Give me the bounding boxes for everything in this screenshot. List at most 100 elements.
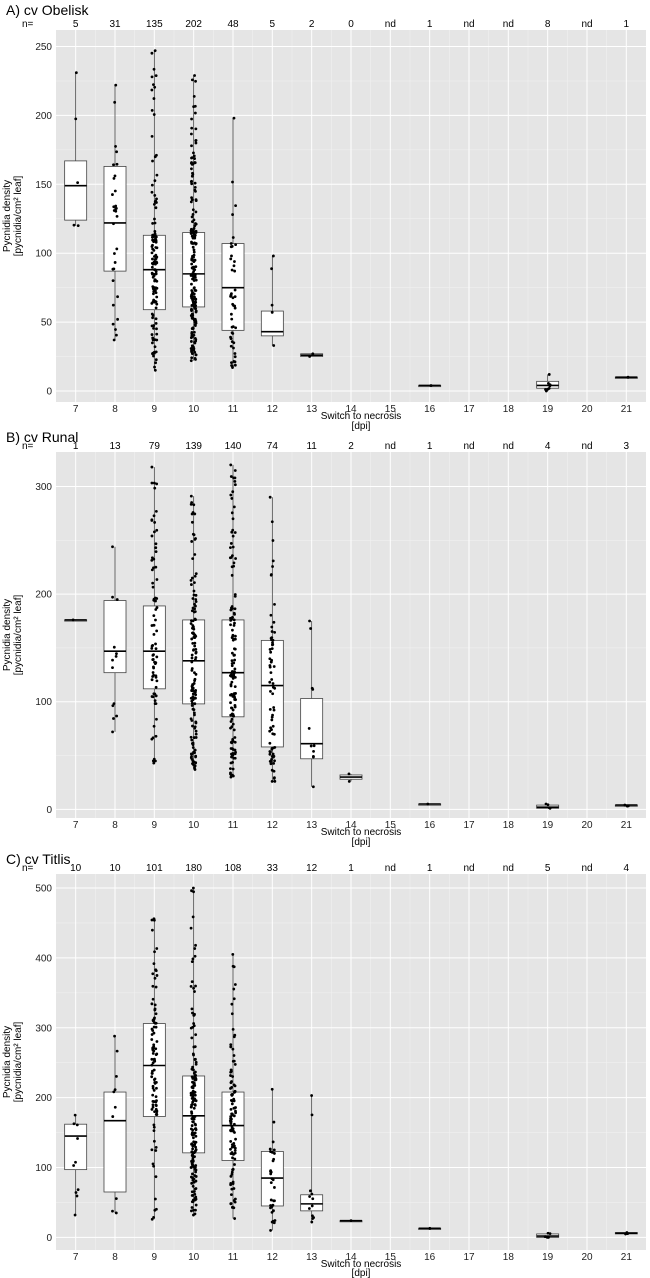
data-point bbox=[150, 75, 154, 79]
data-point bbox=[229, 493, 233, 497]
data-points bbox=[544, 802, 552, 810]
data-point bbox=[152, 289, 156, 293]
data-point bbox=[194, 222, 198, 226]
data-point bbox=[191, 220, 194, 224]
data-point bbox=[193, 104, 197, 108]
data-point bbox=[75, 1123, 79, 1127]
data-point bbox=[150, 1038, 154, 1041]
data-point bbox=[269, 613, 273, 617]
data-point bbox=[193, 947, 197, 950]
data-point bbox=[229, 293, 233, 297]
data-point bbox=[192, 589, 196, 593]
data-point bbox=[189, 132, 193, 136]
data-point bbox=[150, 534, 154, 538]
data-point bbox=[190, 704, 194, 707]
box-9 bbox=[142, 49, 166, 372]
data-point bbox=[270, 310, 274, 314]
data-point bbox=[190, 540, 194, 543]
data-point bbox=[111, 193, 114, 196]
data-point bbox=[349, 1219, 353, 1223]
x-tick-label: 13 bbox=[306, 404, 318, 415]
x-tick-label: 18 bbox=[503, 1252, 515, 1263]
data-point bbox=[229, 616, 232, 620]
data-points bbox=[72, 71, 80, 228]
x-tick-label: 14 bbox=[345, 1252, 357, 1263]
data-point bbox=[548, 384, 552, 388]
data-point bbox=[229, 542, 233, 545]
data-point bbox=[150, 88, 154, 92]
data-point bbox=[232, 997, 236, 1001]
data-point bbox=[150, 108, 154, 112]
data-point bbox=[114, 145, 117, 148]
box-16 bbox=[418, 1226, 442, 1230]
data-point bbox=[190, 1007, 194, 1011]
data-point bbox=[232, 714, 236, 718]
data-point bbox=[233, 607, 237, 611]
data-point bbox=[229, 1152, 233, 1156]
data-point bbox=[194, 943, 197, 947]
data-point bbox=[191, 1128, 195, 1132]
box-12 bbox=[260, 495, 284, 783]
data-point bbox=[152, 1100, 156, 1103]
data-point bbox=[546, 387, 550, 391]
x-tick-label: 16 bbox=[424, 1252, 436, 1263]
data-point bbox=[307, 727, 311, 730]
iqr-box bbox=[300, 1194, 324, 1212]
data-point bbox=[152, 1025, 156, 1029]
data-points bbox=[150, 917, 159, 1221]
data-point bbox=[113, 252, 116, 255]
data-point bbox=[194, 353, 198, 357]
data-point bbox=[190, 1112, 194, 1115]
data-point bbox=[193, 641, 197, 645]
data-point bbox=[233, 685, 237, 688]
iqr-box bbox=[142, 605, 166, 690]
data-point bbox=[192, 1106, 196, 1110]
data-point bbox=[150, 1148, 154, 1152]
data-point bbox=[151, 581, 155, 585]
data-point bbox=[111, 730, 114, 734]
data-point bbox=[113, 189, 117, 193]
data-point bbox=[114, 207, 118, 210]
data-point bbox=[228, 674, 232, 678]
data-point bbox=[544, 388, 547, 391]
data-point bbox=[190, 144, 193, 148]
data-point bbox=[233, 756, 237, 760]
data-point bbox=[150, 568, 154, 572]
data-point bbox=[229, 257, 233, 261]
data-point bbox=[191, 1093, 195, 1097]
data-point bbox=[192, 1022, 196, 1025]
data-points bbox=[624, 1231, 630, 1236]
x-tick-label: 15 bbox=[385, 404, 397, 415]
data-point bbox=[229, 1045, 233, 1049]
data-point bbox=[153, 217, 156, 221]
data-point bbox=[193, 1115, 197, 1118]
data-point bbox=[271, 685, 275, 689]
data-point bbox=[191, 1155, 195, 1159]
data-point bbox=[155, 332, 159, 336]
data-point bbox=[150, 918, 154, 922]
data-point bbox=[234, 691, 237, 695]
data-point bbox=[231, 1075, 235, 1078]
y-axis-label: Pycnidia density bbox=[2, 599, 13, 671]
data-point bbox=[193, 1093, 197, 1097]
data-point bbox=[115, 150, 119, 154]
data-point bbox=[153, 49, 157, 53]
data-point bbox=[152, 514, 156, 518]
y-tick-label: 500 bbox=[35, 883, 52, 894]
data-point bbox=[191, 277, 194, 281]
box-19 bbox=[536, 373, 560, 393]
y-tick-label: 400 bbox=[35, 953, 52, 964]
data-point bbox=[229, 771, 232, 775]
data-point bbox=[229, 312, 233, 316]
data-point bbox=[193, 764, 197, 768]
data-point bbox=[232, 116, 236, 120]
data-point bbox=[114, 1211, 118, 1215]
data-point bbox=[308, 355, 312, 358]
data-points bbox=[189, 494, 198, 771]
data-point bbox=[153, 85, 157, 89]
data-point bbox=[190, 701, 194, 705]
data-point bbox=[115, 333, 118, 337]
data-point bbox=[153, 221, 157, 225]
data-point bbox=[114, 83, 118, 87]
x-tick-label: 20 bbox=[581, 404, 593, 415]
